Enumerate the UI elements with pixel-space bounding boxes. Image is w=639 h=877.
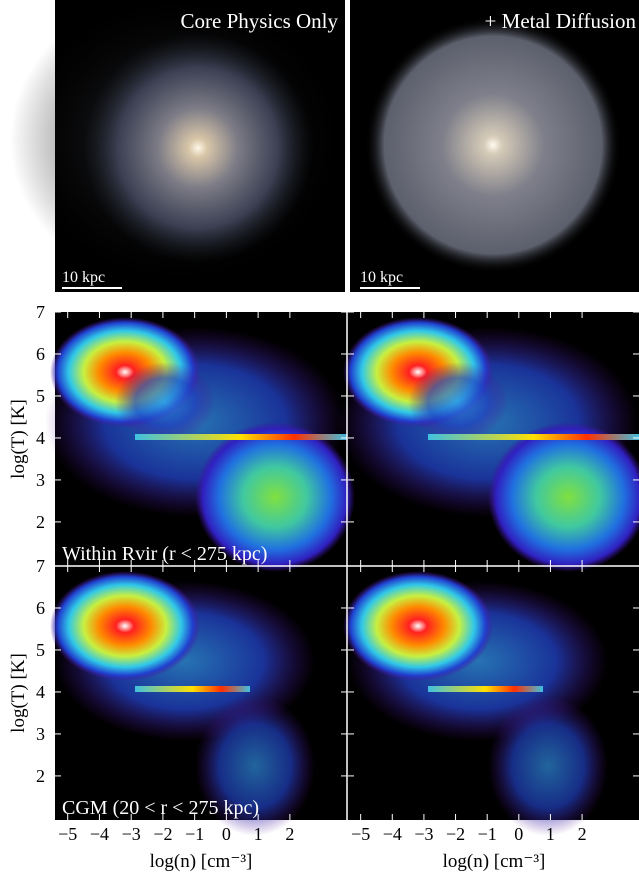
panel-title: Core Physics Only	[181, 9, 339, 33]
y-axis-label: log(T) [K]	[8, 653, 29, 733]
y-tick-label: 7	[36, 556, 45, 576]
scale-label: 10 kpc	[62, 269, 105, 286]
x-tick-label: −2	[446, 824, 465, 844]
galaxy-image	[365, 17, 621, 273]
x-tick-label: 0	[222, 824, 231, 844]
galaxy-image	[83, 33, 313, 263]
x-tick-label: −1	[185, 824, 204, 844]
panel-title: + Metal Diffusion	[485, 9, 637, 33]
y-tick-label: 6	[36, 598, 45, 618]
x-tick-label: −5	[351, 824, 370, 844]
x-axis-label: log(n) [cm⁻³]	[150, 851, 253, 872]
x-tick-label: −5	[58, 824, 77, 844]
x-tick-label: 2	[285, 824, 294, 844]
x-tick-label: −1	[478, 824, 497, 844]
y-axis-label: log(T) [K]	[8, 399, 29, 479]
x-tick-label: 1	[546, 824, 555, 844]
x-tick-label: −3	[414, 824, 433, 844]
row-label: Within Rvir (r < 275 kpc)	[62, 543, 267, 565]
y-tick-label: 3	[36, 724, 45, 744]
y-tick-label: 6	[36, 344, 45, 364]
y-tick-label: 2	[36, 512, 45, 532]
y-tick-label: 7	[36, 302, 45, 322]
x-tick-label: 2	[578, 824, 587, 844]
x-tick-label: −4	[383, 824, 402, 844]
x-axis-label: log(n) [cm⁻³]	[443, 851, 546, 872]
x-tick-label: −4	[90, 824, 109, 844]
x-tick-label: 0	[514, 824, 523, 844]
x-tick-label: 1	[254, 824, 263, 844]
x-tick-label: −3	[122, 824, 141, 844]
row-label: CGM (20 < r < 275 kpc)	[62, 797, 259, 819]
y-tick-label: 4	[36, 682, 45, 702]
scale-label: 10 kpc	[360, 269, 403, 286]
y-tick-label: 4	[36, 428, 45, 448]
y-tick-label: 2	[36, 766, 45, 786]
y-tick-label: 5	[36, 640, 45, 660]
y-tick-label: 3	[36, 470, 45, 490]
x-tick-label: −2	[153, 824, 172, 844]
y-tick-label: 5	[36, 386, 45, 406]
